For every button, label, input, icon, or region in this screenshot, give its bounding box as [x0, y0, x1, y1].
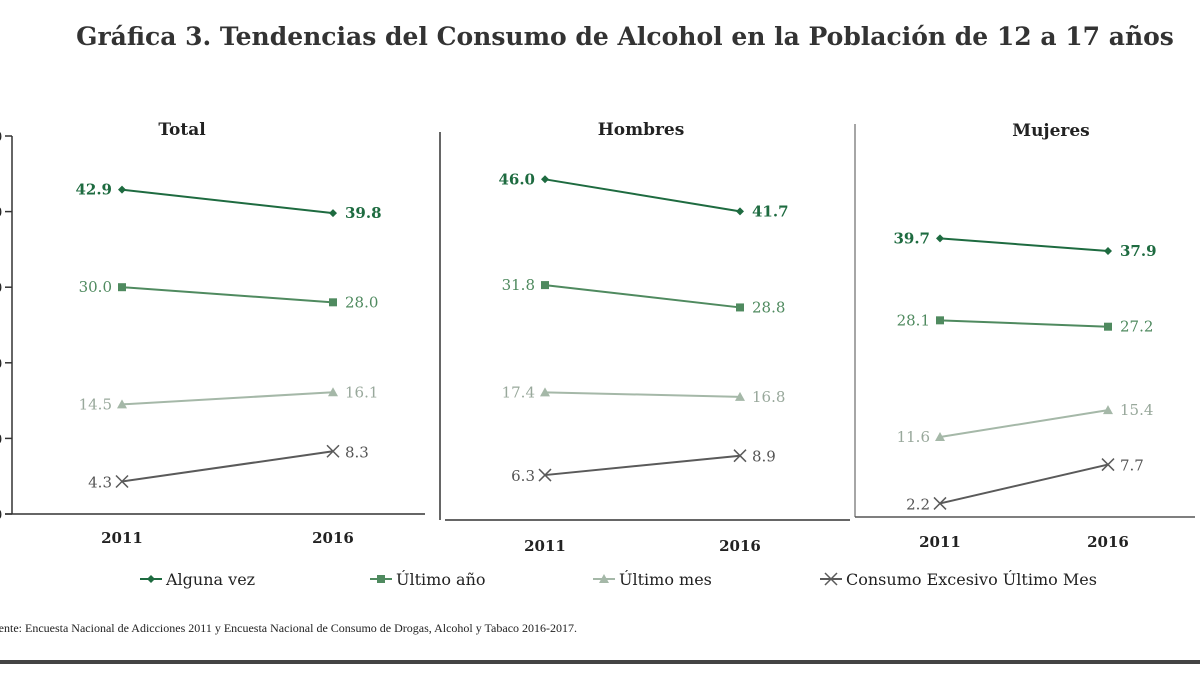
legend-label: Último año: [396, 569, 486, 589]
panel-title: Total: [158, 120, 206, 140]
series-line: [939, 237, 1109, 253]
data-label: 39.7: [893, 229, 930, 247]
x-tick-label: 2011: [101, 529, 143, 547]
data-label: 37.9: [1120, 242, 1157, 260]
square-marker: [118, 283, 126, 292]
y-tick-label: 50: [0, 129, 2, 145]
data-label: 28.1: [897, 311, 930, 329]
diamond-marker: [329, 209, 337, 218]
diamond-marker: [541, 175, 549, 184]
y-tick-label: 0: [0, 507, 2, 523]
data-label: 42.9: [75, 181, 112, 199]
data-label: 16.8: [752, 388, 785, 406]
source-note: Fuente: Encuesta Nacional de Adicciones …: [0, 621, 578, 635]
data-label: 8.9: [752, 448, 776, 466]
data-label: 6.3: [511, 467, 535, 485]
legend-label: Consumo Excesivo Último Mes: [846, 569, 1097, 589]
x-marker: [326, 444, 340, 458]
x-tick-label: 2016: [719, 537, 761, 555]
data-label: 17.4: [502, 383, 535, 401]
data-label: 15.4: [1120, 401, 1153, 419]
square-marker: [1104, 322, 1112, 331]
x-marker: [824, 572, 838, 586]
x-tick-label: 2016: [1087, 533, 1129, 551]
series-line: [544, 178, 741, 213]
data-label: 41.7: [752, 202, 789, 220]
data-label: 46.0: [498, 170, 535, 188]
square-marker: [936, 316, 944, 325]
series-line: [121, 188, 334, 215]
data-label: 14.5: [79, 395, 112, 413]
triangle-marker: [935, 431, 945, 441]
chart-title: Gráfica 3. Tendencias del Consumo de Alc…: [76, 22, 1174, 51]
data-label: 27.2: [1120, 318, 1153, 336]
data-label: 31.8: [502, 276, 535, 294]
square-marker: [377, 575, 385, 583]
panel-title: Hombres: [598, 120, 685, 140]
panel-title: Mujeres: [1012, 121, 1090, 141]
data-label: 11.6: [897, 428, 930, 446]
data-label: 30.0: [79, 278, 112, 296]
legend-label: Alguna vez: [165, 570, 255, 589]
x-tick-label: 2016: [312, 529, 354, 547]
series-line: [121, 391, 334, 406]
legend-label: Último mes: [619, 569, 712, 589]
data-label: 2.2: [906, 495, 930, 513]
x-marker: [733, 449, 747, 463]
diamond-marker: [118, 185, 126, 194]
data-label: 8.3: [345, 443, 369, 461]
series-line: [121, 286, 334, 304]
data-label: 28.0: [345, 293, 378, 311]
square-marker: [329, 298, 337, 307]
diamond-marker: [736, 207, 744, 216]
square-marker: [736, 303, 744, 312]
x-marker: [933, 496, 947, 510]
x-marker: [538, 468, 552, 482]
y-tick-label: 10: [0, 431, 2, 447]
data-label: 39.8: [345, 204, 382, 222]
triangle-marker: [599, 574, 609, 583]
x-marker: [115, 474, 129, 489]
series-line: [121, 450, 334, 483]
triangle-marker: [540, 387, 550, 397]
diamond-marker: [1104, 247, 1112, 256]
series-line: [544, 454, 741, 477]
x-marker: [1101, 458, 1115, 472]
y-tick-label: 40: [0, 205, 2, 221]
series-line: [544, 391, 741, 398]
y-tick-label: 20: [0, 356, 2, 372]
triangle-marker: [328, 387, 338, 397]
triangle-marker: [735, 391, 745, 401]
triangle-marker: [1103, 405, 1113, 415]
series-line: [544, 284, 741, 309]
x-tick-label: 2011: [919, 533, 961, 551]
triangle-marker: [117, 399, 127, 409]
data-label: 16.1: [345, 383, 378, 401]
diamond-marker: [147, 575, 155, 583]
data-label: 4.3: [88, 473, 112, 491]
bottom-border: [0, 660, 1200, 664]
y-tick-label: 30: [0, 280, 2, 296]
series-line: [939, 319, 1109, 328]
data-label: 28.8: [752, 298, 785, 316]
series-line: [939, 409, 1109, 438]
data-label: 7.7: [1120, 457, 1144, 475]
series-line: [939, 463, 1109, 505]
x-tick-label: 2011: [524, 537, 566, 555]
square-marker: [541, 281, 549, 290]
diamond-marker: [936, 234, 944, 243]
